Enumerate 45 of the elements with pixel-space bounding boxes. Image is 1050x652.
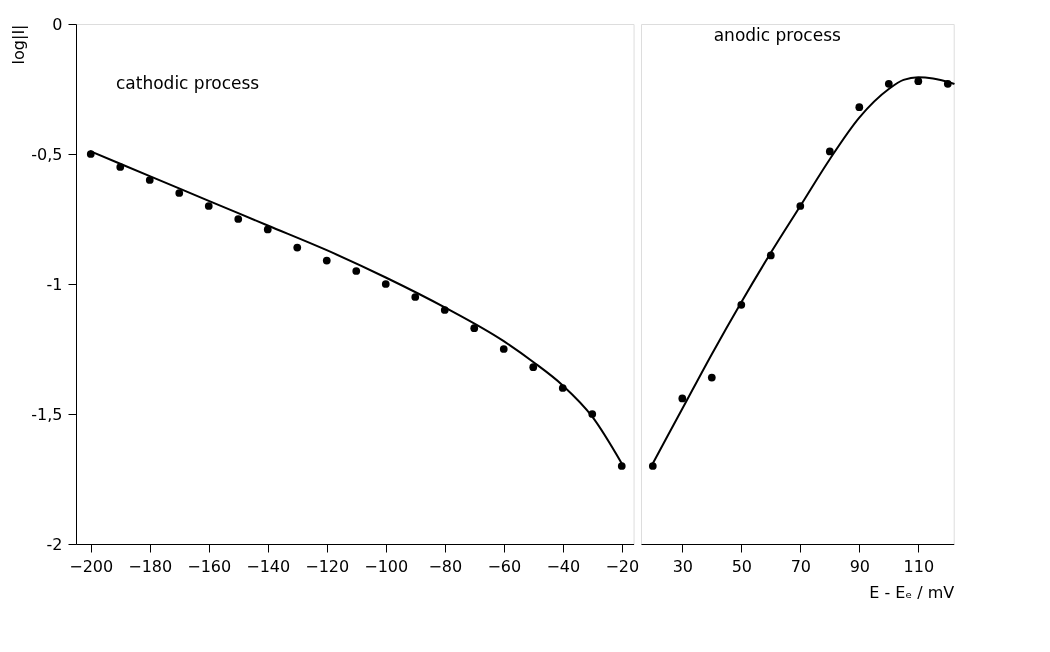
y-tick-label: -0,5 [31, 144, 63, 164]
x-tick-label: 50 [731, 556, 752, 576]
y-tick-label: -1,5 [31, 404, 63, 424]
annotation: cathodic process [116, 73, 260, 93]
x-tick-label: 30 [672, 556, 693, 576]
point [499, 345, 508, 353]
point [293, 243, 302, 252]
annotation: anodic process [713, 25, 842, 45]
point [204, 202, 213, 210]
point [175, 189, 184, 197]
x-tick-label: −40 [546, 556, 581, 576]
point [145, 176, 154, 184]
x-tick-label: −200 [69, 556, 114, 576]
point [381, 280, 390, 288]
x-tick-label: 110 [903, 556, 935, 576]
x-axis-title: E - Eₑ / mV [869, 582, 955, 602]
x-tick-label: −120 [305, 556, 350, 576]
point [234, 215, 243, 223]
point [617, 462, 626, 470]
x-tick-label: −180 [128, 556, 173, 576]
point [914, 77, 923, 86]
x-tick-label: −160 [187, 556, 232, 576]
point [707, 373, 716, 382]
point [678, 394, 687, 403]
point [411, 293, 420, 301]
point [825, 147, 834, 156]
point [322, 256, 331, 265]
x-tick-label: 70 [790, 556, 811, 576]
point [352, 267, 361, 275]
x-tick-label: 90 [849, 556, 870, 576]
point [855, 103, 864, 112]
y-tick-label: 0 [52, 14, 63, 34]
y-tick-label: -1 [46, 274, 63, 294]
y-axis-title: log|I| [9, 24, 29, 65]
point [529, 363, 538, 372]
point [470, 324, 479, 333]
point [648, 462, 657, 470]
x-tick-label: −140 [246, 556, 291, 576]
point [263, 225, 272, 234]
x-tick-label: −80 [428, 556, 463, 576]
y-tick-label: -2 [46, 534, 63, 554]
x-tick-label: −20 [605, 556, 640, 576]
point [884, 79, 893, 88]
x-tick-label: −100 [364, 556, 409, 576]
x-tick-label: −60 [487, 556, 522, 576]
